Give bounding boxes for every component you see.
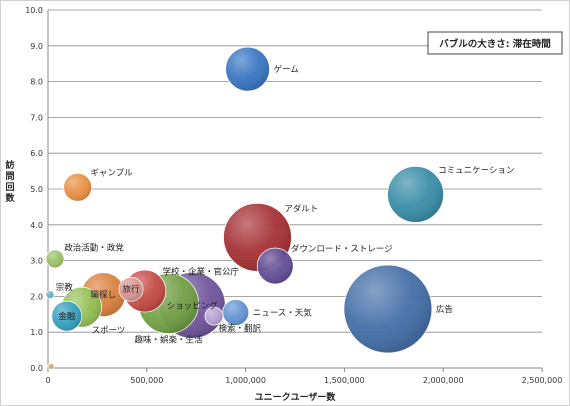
bubble-label: 金融 [58, 311, 76, 322]
bubble-highlight [45, 290, 54, 299]
y-tick-label: 0.0 [30, 364, 43, 373]
y-tick-label: 3.0 [30, 257, 43, 266]
legend: バブルの大きさ: 滞在時間 [427, 31, 563, 55]
bubble-label: コミュニケーション [438, 166, 514, 176]
x-tick-label: 2,000,000 [423, 376, 464, 385]
bubble-label: アダルト [284, 204, 318, 215]
x-tick-label: 1,000,000 [225, 376, 266, 385]
y-tick-label: 10.0 [25, 6, 43, 15]
bubble-highlight [63, 173, 92, 202]
bubble-highlight [343, 264, 432, 353]
y-tick-label: 9.0 [30, 42, 43, 51]
bubbles [45, 46, 444, 370]
bubble-highlight [222, 299, 249, 326]
axes: 0.0 1.0 2.0 3.0 4.0 5.0 6.0 7.0 8.0 9.0 10.0 0 500,0… [5, 6, 562, 403]
y-tick-label: 8.0 [30, 78, 43, 87]
x-tick-label: 2,500,000 [522, 376, 563, 385]
bubble-label: 政治活動・政党 [64, 243, 124, 254]
bubble-label: 宗教 [56, 282, 74, 293]
bubble-label: ニュース・天気 [253, 308, 313, 319]
bubble-label: ゲーム [274, 64, 299, 75]
y-tick-label: 7.0 [30, 113, 43, 122]
bubble-label: スポーツ [92, 326, 126, 336]
y-tick-label: 5.0 [30, 185, 43, 194]
bubble-highlight [204, 307, 223, 326]
y-tick-label: 4.0 [30, 221, 43, 230]
bubble-highlight [51, 301, 82, 332]
x-tick-label: 0 [45, 376, 50, 385]
bubble-label: ギャンブル [90, 167, 133, 178]
legend-note: バブルの大きさ: 滞在時間 [439, 38, 551, 50]
bubble-highlight [257, 247, 294, 284]
bubble-highlight [47, 363, 54, 370]
legend-frame [427, 31, 563, 55]
x-tick-label: 1,500,000 [324, 376, 365, 385]
bubble-highlight [225, 47, 270, 92]
bubble-label: 検索・翻訳 [218, 323, 261, 334]
y-axis-title: 訪問回数 [5, 159, 15, 204]
bubble-label: 旅行 [122, 284, 140, 295]
bubble-label: 広告 [436, 304, 453, 315]
bubble-label: 趣味・娯楽・生活 [135, 335, 204, 346]
bubble-highlight [45, 249, 64, 268]
y-tick-label: 1.0 [30, 328, 43, 337]
x-tick-label: 500,000 [130, 376, 163, 385]
x-axis-title: ユニークユーザー数 [255, 391, 337, 403]
bubble-label: ダウンロード・ストレージ [291, 243, 393, 254]
bubble-label: 学校・企業・官公庁 [163, 266, 240, 277]
y-tick-label: 2.0 [30, 292, 43, 301]
bubble-highlight [387, 166, 444, 223]
bubble-label: ショッピング [167, 300, 219, 311]
bubble-label: 職探し [91, 290, 117, 301]
bubble-highlight [118, 277, 143, 302]
y-tick-label: 6.0 [30, 149, 43, 158]
